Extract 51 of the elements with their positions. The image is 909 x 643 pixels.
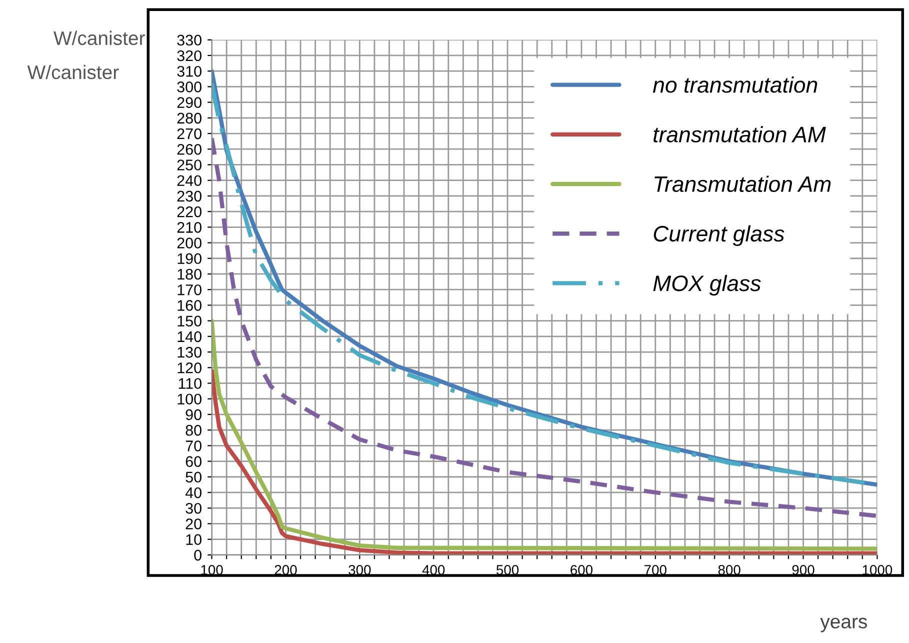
x-axis-title: years bbox=[820, 618, 867, 632]
line-series bbox=[212, 318, 878, 551]
x-tick-label: 900 bbox=[792, 565, 814, 575]
y-tick-label: 0 bbox=[194, 550, 202, 561]
x-tick-label: 700 bbox=[644, 565, 666, 575]
y-tick-label: 80 bbox=[186, 424, 202, 436]
y-tick-label: 20 bbox=[186, 518, 202, 530]
x-tick-label: 1000 bbox=[862, 565, 892, 575]
y-tick-label: 270 bbox=[177, 128, 202, 140]
text: W/canister bbox=[27, 64, 119, 80]
y-tick-label: 220 bbox=[177, 206, 202, 218]
x-tick-label: 800 bbox=[718, 565, 740, 575]
y-tick-label: 70 bbox=[186, 440, 202, 452]
y-tick-label: 310 bbox=[177, 66, 202, 77]
y-tick-label: 300 bbox=[177, 82, 202, 92]
y-tick-label: 290 bbox=[177, 97, 202, 108]
y-tick-label: 210 bbox=[177, 222, 202, 233]
legend-label: MOX glass bbox=[653, 274, 761, 296]
y-tick-label: 60 bbox=[186, 456, 202, 467]
y-axis-title: W/canister bbox=[54, 30, 145, 46]
legend-label: Current glass bbox=[654, 225, 784, 246]
y-tick-label: 90 bbox=[186, 409, 202, 420]
x-tick-label: 500 bbox=[496, 565, 519, 575]
y-tick-label: 320 bbox=[177, 50, 202, 62]
y-tick-label: 180 bbox=[178, 268, 202, 280]
y-tick-label: 40 bbox=[185, 487, 202, 498]
y-tick-label: 230 bbox=[177, 190, 202, 202]
y-tick-label: 30 bbox=[186, 502, 202, 514]
y-tick-label: 250 bbox=[177, 160, 202, 170]
legend-label: Transmutation Am bbox=[654, 176, 831, 192]
y-tick-label: 240 bbox=[177, 175, 202, 186]
y-tick-label: 280 bbox=[177, 112, 202, 124]
y-tick-label: 200 bbox=[177, 238, 202, 248]
x-tick-label: 400 bbox=[422, 565, 445, 575]
y-tick-label: 160 bbox=[178, 300, 202, 311]
x-tick-label: 300 bbox=[348, 565, 371, 575]
y-tick-label: 170 bbox=[178, 284, 202, 296]
y-tick-label: 150 bbox=[178, 316, 202, 326]
y-tick-label: 140 bbox=[178, 331, 202, 342]
y-tick-label: 330 bbox=[177, 34, 202, 46]
legend-label: no transmutation bbox=[652, 76, 818, 93]
y-tick-label: 50 bbox=[186, 472, 202, 483]
y-tick-label: 260 bbox=[177, 144, 202, 155]
legend-label: transmutation AM bbox=[654, 126, 826, 142]
y-tick-label: 190 bbox=[178, 253, 202, 264]
y-tick-label: 100 bbox=[178, 394, 202, 405]
y-tick-label: 130 bbox=[178, 346, 202, 358]
y-tick-label: 10 bbox=[186, 534, 202, 545]
x-tick-label: 600 bbox=[570, 565, 592, 575]
y-tick-label: 120 bbox=[178, 362, 202, 374]
y-tick-label: 110 bbox=[178, 378, 202, 389]
